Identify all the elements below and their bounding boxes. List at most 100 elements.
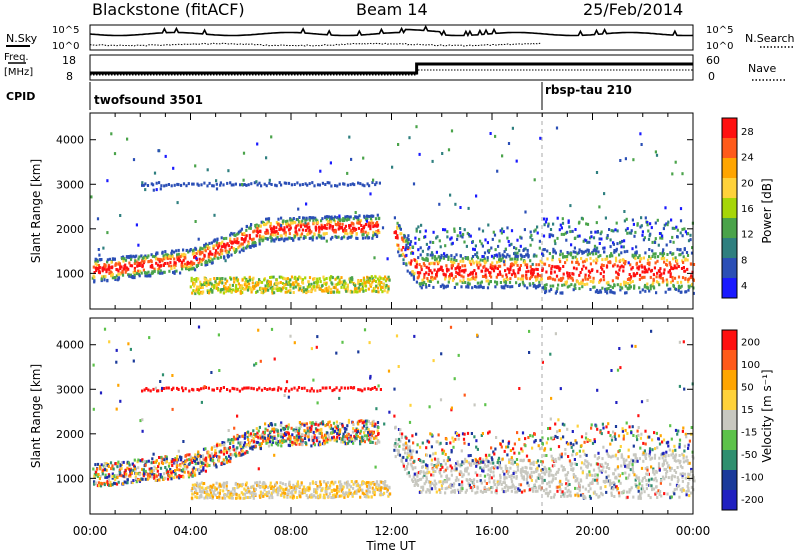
- scatter-cell: [347, 420, 350, 424]
- scatter-cell: [499, 272, 502, 276]
- scatter-cell: [236, 482, 239, 486]
- scatter-cell: [450, 129, 454, 133]
- scatter-cell: [246, 486, 249, 489]
- scatter-cell: [255, 440, 258, 444]
- scatter-cell: [338, 290, 341, 294]
- scatter-cell: [240, 242, 243, 246]
- scatter-cell: [441, 487, 444, 490]
- scatter-cell: [425, 256, 428, 260]
- scatter-cell: [527, 254, 530, 258]
- scatter-cell: [356, 237, 359, 240]
- scatter-cell: [364, 429, 367, 432]
- scatter-cell: [237, 246, 240, 250]
- scatter-cell: [271, 287, 274, 291]
- scatter-cell: [211, 258, 214, 262]
- scatter-cell: [454, 478, 457, 482]
- scatter-cell: [203, 490, 207, 494]
- scatter-cell: [403, 240, 406, 243]
- scatter-cell: [586, 277, 590, 281]
- scatter-cell: [455, 253, 458, 257]
- scatter-cell: [512, 269, 515, 273]
- scatter-cell: [287, 432, 290, 436]
- scatter-cell: [649, 287, 652, 291]
- scatter-cell: [474, 491, 477, 495]
- scatter-cell: [125, 472, 128, 476]
- scatter-cell: [334, 480, 337, 484]
- scatter-cell: [577, 262, 580, 266]
- scatter-cell: [225, 487, 228, 491]
- scatter-cell: [357, 226, 360, 230]
- scatter-cell: [589, 252, 592, 256]
- scatter-cell: [117, 272, 120, 276]
- scatter-cell: [240, 284, 243, 288]
- scatter-cell: [111, 257, 114, 261]
- scatter-cell: [459, 279, 462, 283]
- scatter-cell: [217, 282, 220, 286]
- scatter-cell: [654, 255, 657, 259]
- scatter-cell: [399, 439, 402, 443]
- scatter-cell: [629, 263, 632, 267]
- scatter-cell: [98, 271, 101, 275]
- scatter-cell: [346, 437, 349, 441]
- scatter-cell: [394, 444, 397, 448]
- scatter-cell: [186, 260, 189, 264]
- scatter-cell: [241, 492, 245, 496]
- cpid-label: CPID: [6, 90, 35, 103]
- scatter-cell: [116, 465, 119, 469]
- scatter-cell: [222, 483, 225, 487]
- scatter-cell: [682, 261, 685, 264]
- scatter-cell: [620, 251, 623, 255]
- scatter-cell: [561, 252, 564, 256]
- scatter-cell: [437, 260, 440, 264]
- scatter-cell: [378, 440, 381, 444]
- scatter-cell: [500, 258, 503, 262]
- scatter-cell: [549, 228, 553, 231]
- scatter-cell: [165, 386, 168, 390]
- scatter-cell: [254, 244, 257, 248]
- scatter-cell: [142, 468, 145, 472]
- scatter-cell: [596, 246, 599, 250]
- scatter-cell: [202, 290, 205, 294]
- scatter-cell: [357, 489, 360, 493]
- scatter-cell: [686, 254, 690, 257]
- scatter-cell: [280, 486, 283, 490]
- scatter-cell: [227, 286, 230, 290]
- scatter-cell: [111, 476, 114, 480]
- scatter-cell: [501, 227, 504, 231]
- scatter-cell: [589, 256, 592, 260]
- scatter-cell: [163, 387, 166, 390]
- scatter-cell: [581, 260, 585, 264]
- scatter-cell: [282, 491, 285, 495]
- scatter-cell: [631, 266, 634, 270]
- scatter-cell: [193, 471, 196, 475]
- scatter-cell: [438, 471, 442, 475]
- scatter-cell: [387, 275, 390, 279]
- scatter-cell: [365, 434, 369, 438]
- scatter-cell: [679, 219, 683, 223]
- scatter-cell: [238, 250, 241, 254]
- scatter-cell: [385, 283, 388, 287]
- scatter-cell: [415, 260, 418, 264]
- scatter-cell: [310, 236, 313, 240]
- scatter-cell: [218, 242, 221, 246]
- scatter-cell: [278, 228, 281, 232]
- scatter-cell: [582, 250, 585, 254]
- scatter-cell: [115, 474, 118, 478]
- scatter-cell: [332, 482, 335, 486]
- scatter-cell: [308, 182, 311, 186]
- scatter-cell: [365, 426, 368, 430]
- scatter-cell: [241, 291, 244, 295]
- scatter-cell: [272, 275, 275, 279]
- scatter-cell: [276, 235, 279, 239]
- scatter-cell: [255, 290, 258, 294]
- scatter-cell: [169, 468, 172, 471]
- scatter-cell: [119, 468, 122, 472]
- scatter-cell: [359, 431, 362, 435]
- scatter-cell: [251, 241, 254, 245]
- scatter-cell: [105, 268, 108, 272]
- scatter-cell: [333, 388, 336, 392]
- scatter-cell: [538, 246, 541, 250]
- scatter-cell: [259, 490, 262, 494]
- scatter-cell: [538, 280, 541, 284]
- scatter-cell: [357, 215, 360, 219]
